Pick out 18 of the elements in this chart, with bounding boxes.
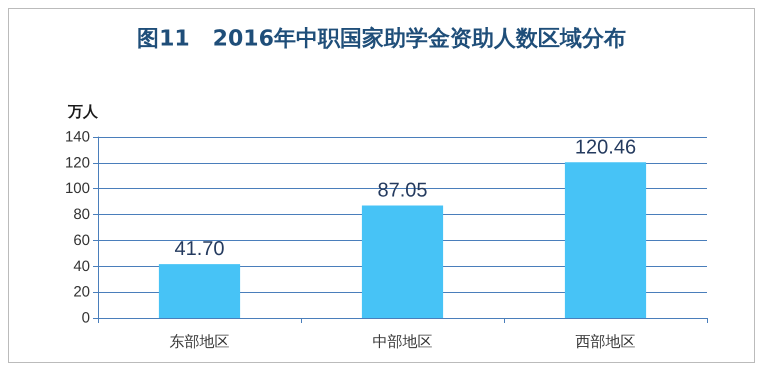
y-tick-label: 40 <box>73 258 90 275</box>
y-tick-label: 100 <box>64 180 90 198</box>
y-tick-label: 140 <box>64 128 90 146</box>
data-label: 41.70 <box>174 238 225 260</box>
x-tick-label: 东部地区 <box>170 332 230 350</box>
bar <box>362 205 444 318</box>
chart-title: 图11 2016年中职国家助学金资助人数区域分布 <box>137 26 626 52</box>
bar <box>158 264 240 318</box>
y-tick-label: 20 <box>73 284 90 301</box>
x-tick-label: 西部地区 <box>576 332 636 350</box>
bar <box>564 162 646 318</box>
data-label: 120.46 <box>574 136 636 158</box>
y-axis-title: 万人 <box>67 102 99 120</box>
y-tick-label: 120 <box>64 154 90 172</box>
y-tick-label: 60 <box>73 232 90 249</box>
y-tick-label: 80 <box>73 206 90 224</box>
x-tick-label: 中部地区 <box>372 332 432 350</box>
y-tick-label: 0 <box>82 310 90 326</box>
